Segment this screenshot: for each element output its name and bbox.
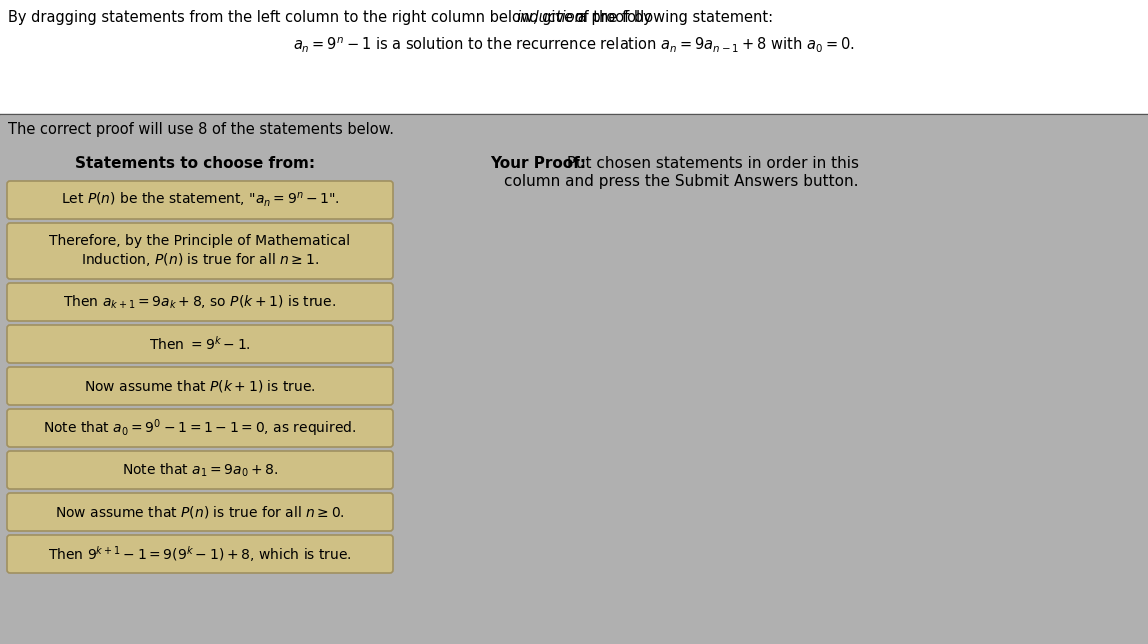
Text: induction: induction <box>517 10 585 25</box>
FancyBboxPatch shape <box>7 493 393 531</box>
Text: Your Proof:: Your Proof: <box>490 156 585 171</box>
FancyBboxPatch shape <box>7 535 393 573</box>
Text: Now assume that $P(n)$ is true for all $n \geq 0$.: Now assume that $P(n)$ is true for all $… <box>55 504 344 520</box>
Text: Then $= 9^k - 1$.: Then $= 9^k - 1$. <box>149 335 251 353</box>
Text: Therefore, by the Principle of Mathematical
Induction, $P(n)$ is true for all $n: Therefore, by the Principle of Mathemati… <box>49 234 350 268</box>
Text: Let $P(n)$ be the statement, "$a_n = 9^n - 1$".: Let $P(n)$ be the statement, "$a_n = 9^n… <box>61 191 340 209</box>
FancyBboxPatch shape <box>7 409 393 447</box>
FancyBboxPatch shape <box>7 325 393 363</box>
FancyBboxPatch shape <box>7 451 393 489</box>
FancyBboxPatch shape <box>7 283 393 321</box>
Text: Note that $a_1 = 9a_0 + 8$.: Note that $a_1 = 9a_0 + 8$. <box>122 461 278 478</box>
Text: By dragging statements from the left column to the right column below, give a pr: By dragging statements from the left col… <box>8 10 657 25</box>
Text: of the following statement:: of the following statement: <box>569 10 773 25</box>
FancyBboxPatch shape <box>7 367 393 405</box>
FancyBboxPatch shape <box>7 223 393 279</box>
Text: Note that $a_0 = 9^0 - 1 = 1 - 1 = 0$, as required.: Note that $a_0 = 9^0 - 1 = 1 - 1 = 0$, a… <box>44 417 357 439</box>
Text: Then $9^{k+1} - 1 = 9(9^k - 1) + 8$, which is true.: Then $9^{k+1} - 1 = 9(9^k - 1) + 8$, whi… <box>48 544 352 564</box>
Text: Then $a_{k+1} = 9a_k + 8$, so $P(k+1)$ is true.: Then $a_{k+1} = 9a_k + 8$, so $P(k+1)$ i… <box>63 293 336 310</box>
Text: column and press the Submit Answers button.: column and press the Submit Answers butt… <box>504 174 859 189</box>
Text: The correct proof will use 8 of the statements below.: The correct proof will use 8 of the stat… <box>8 122 394 137</box>
Text: $a_n = 9^n - 1$ is a solution to the recurrence relation $a_n = 9a_{n-1} + 8$ wi: $a_n = 9^n - 1$ is a solution to the rec… <box>293 36 855 55</box>
Text: Statements to choose from:: Statements to choose from: <box>75 156 315 171</box>
Bar <box>0 114 1148 644</box>
FancyBboxPatch shape <box>7 181 393 219</box>
Bar <box>0 0 1148 114</box>
Text: Now assume that $P(k+1)$ is true.: Now assume that $P(k+1)$ is true. <box>84 378 316 394</box>
Text: Put chosen statements in order in this: Put chosen statements in order in this <box>561 156 859 171</box>
